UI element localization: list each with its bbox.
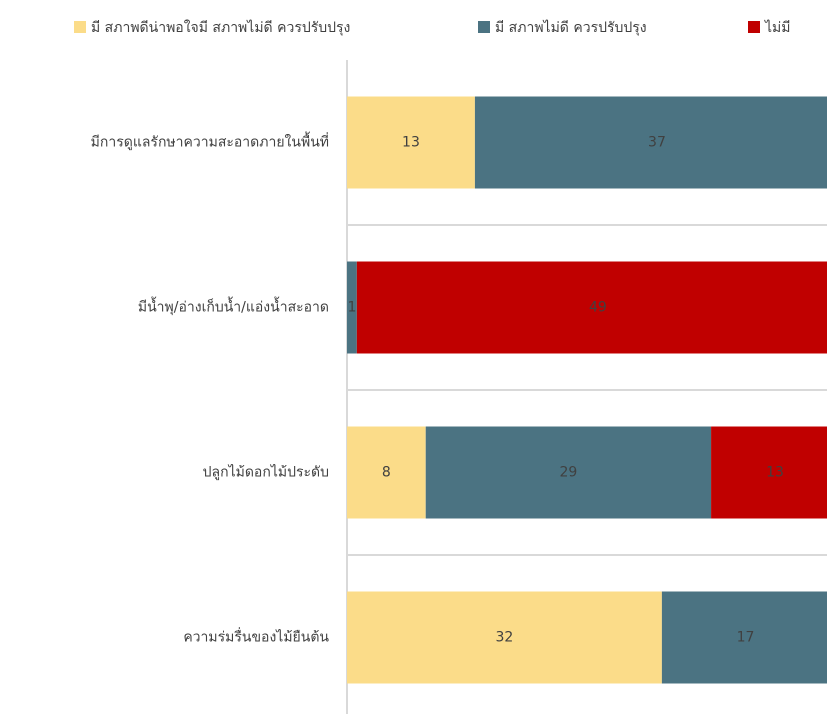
data-label: 29 — [559, 465, 577, 481]
bar-segment — [711, 426, 827, 519]
legend-label: ไม่มี — [764, 19, 791, 36]
bar-segment — [347, 96, 475, 189]
data-label: 49 — [589, 300, 607, 316]
y-tick-label: มีการดูแลรักษาความสะอาดภายในพื้นที่ — [91, 132, 329, 151]
data-label: 13 — [766, 465, 784, 481]
legend-label: มี สภาพดีน่าพอใจมี สภาพไม่ดี ควรปรับปรุง — [91, 19, 350, 36]
bar-segment — [661, 591, 827, 684]
y-tick-label: ปลูกไม้ดอกไม้ประดับ — [203, 464, 329, 481]
data-label: 13 — [402, 135, 420, 151]
legend-swatch — [478, 21, 490, 33]
data-label: 1 — [347, 300, 356, 316]
y-tick-label: มีน้ำพุ/อ่างเก็บน้ำ/แอ่งน้ำสะอาด — [138, 297, 329, 316]
data-label: 32 — [496, 630, 514, 646]
bar-segment — [356, 261, 827, 354]
legend-swatch — [74, 21, 86, 33]
bar-segment — [347, 261, 357, 354]
legend-label: มี สภาพไม่ดี ควรปรับปรุง — [495, 19, 647, 36]
y-tick-label: ความร่มรื่นของไม้ยืนต้น — [183, 628, 329, 646]
bar-segment — [425, 426, 712, 519]
bar-segment — [347, 591, 662, 684]
data-label: 17 — [737, 630, 755, 646]
bar-segment — [347, 426, 426, 519]
data-label: 37 — [648, 135, 666, 151]
data-label: 8 — [382, 465, 391, 481]
legend-swatch — [748, 21, 760, 33]
bar-segment — [474, 96, 827, 189]
